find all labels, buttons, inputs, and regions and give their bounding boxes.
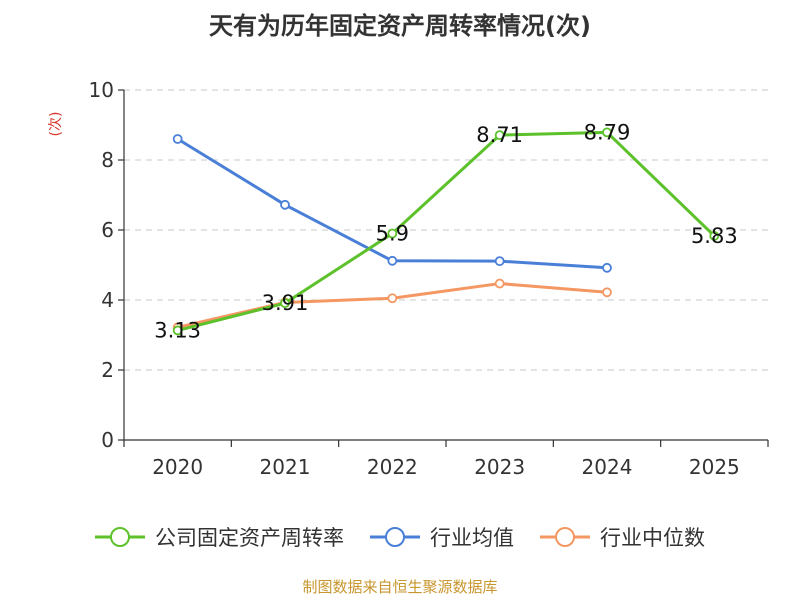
data-point-0-2021 [280,298,290,309]
data-point-2-2023 [494,278,505,289]
data-point-2-2022 [387,293,398,304]
y-tick-label-5: 10 [89,78,114,102]
source-note: 制图数据来自恒生聚源数据库 [302,578,497,596]
data-point-1-2020 [172,134,183,144]
data-label-0-2020: 3.13 [154,318,201,342]
legend-swatch-marker-2 [555,527,575,547]
x-tick-label-2024: 2024 [582,455,633,479]
y-tick-label-0: 0 [101,428,114,452]
data-label-0-2025: 5.83 [691,224,738,248]
y-tick-label-4: 8 [101,148,114,172]
series-line-1 [176,137,608,270]
data-point-1-2024 [602,262,612,273]
data-point-0-2024 [602,127,612,138]
grid-lines [124,89,768,371]
data-point-0-2020 [172,325,183,336]
legend-swatch-marker-0 [110,527,130,547]
data-label-0-2023: 8.71 [476,123,523,147]
data-point-0-2025 [709,231,720,241]
data-point-0-2023 [494,130,505,141]
chart-title: 天有为历年固定资产周转率情况(次) [209,12,591,40]
x-tick-label-2023: 2023 [474,455,525,479]
legend-label-2: 行业中位数 [600,526,705,550]
data-point-1-2021 [280,199,290,210]
series-lines [172,127,720,336]
legend-label-0: 公司固定资产周转率 [155,526,344,550]
data-label-0-2024: 8.79 [584,120,631,144]
series-line-0 [177,130,716,332]
legend: 公司固定资产周转率 行业均值 行业中位数 [95,526,705,550]
data-point-1-2022 [387,255,398,266]
series-line-2 [177,282,608,329]
y-tick-label-2: 4 [101,288,114,312]
x-tick-label-2022: 2022 [367,455,418,479]
x-tick-label-2021: 2021 [260,455,311,479]
data-label-0-2022: 5.9 [376,222,409,246]
y-axis-label: (次) [48,112,64,137]
legend-swatch-marker-1 [385,527,405,547]
data-point-1-2023 [494,256,505,267]
legend-label-1: 行业均值 [430,526,514,550]
y-tick-label-3: 6 [101,218,114,242]
data-point-0-2022 [387,228,398,239]
data-label-0-2021: 3.91 [262,291,309,315]
x-tick-label-2020: 2020 [152,455,203,479]
axes: 0 2 4 6 8 10 2020 2021 2022 2023 2024 2025 [89,78,769,479]
x-tick-label-2025: 2025 [689,455,740,479]
data-labels: 3.13 3.91 5.9 8.71 8.79 5.83 [154,120,737,342]
y-tick-label-1: 2 [101,358,114,382]
data-point-2-2024 [602,287,612,298]
